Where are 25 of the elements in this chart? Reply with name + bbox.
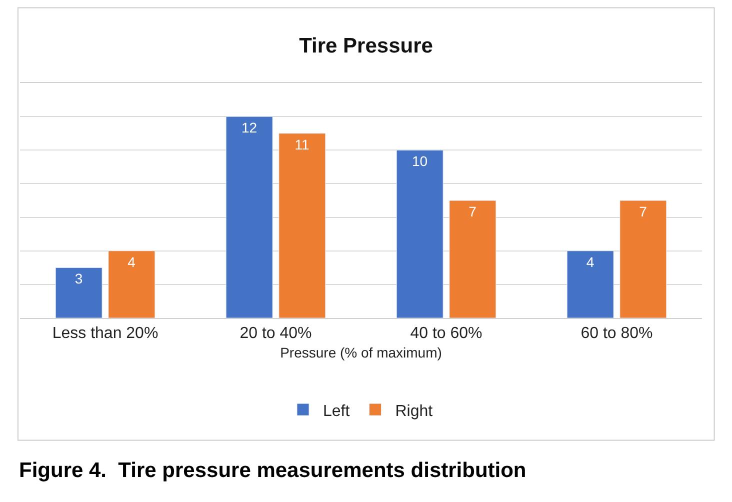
bar (226, 116, 273, 318)
legend-label: Right (395, 402, 434, 420)
bar (278, 133, 326, 318)
bar (566, 250, 614, 318)
data-label: 7 (639, 204, 648, 220)
x-tick-label: 60 to 80% (580, 325, 653, 342)
data-label: 7 (468, 204, 477, 220)
bar (396, 150, 444, 318)
bar (55, 267, 102, 318)
chart-title: Tire Pressure (299, 34, 433, 58)
data-label: 11 (294, 136, 310, 152)
bar (620, 200, 667, 318)
caption: Figure 4. Tire pressure measurements distribution (19, 459, 526, 482)
data-label: 4 (128, 254, 136, 270)
data-label: 4 (586, 254, 594, 270)
bar (449, 200, 496, 318)
bar (108, 250, 156, 318)
x-tick-label: Less than 20% (52, 325, 158, 342)
x-tick-label: 40 to 60% (410, 325, 482, 342)
data-label: 12 (241, 120, 258, 136)
data-label: 10 (412, 153, 428, 170)
x-axis-title: Pressure (% of maximum) (280, 344, 442, 360)
data-label: 3 (74, 270, 83, 287)
x-tick-label: 20 to 40% (240, 325, 312, 342)
legend-label: Left (323, 402, 350, 420)
